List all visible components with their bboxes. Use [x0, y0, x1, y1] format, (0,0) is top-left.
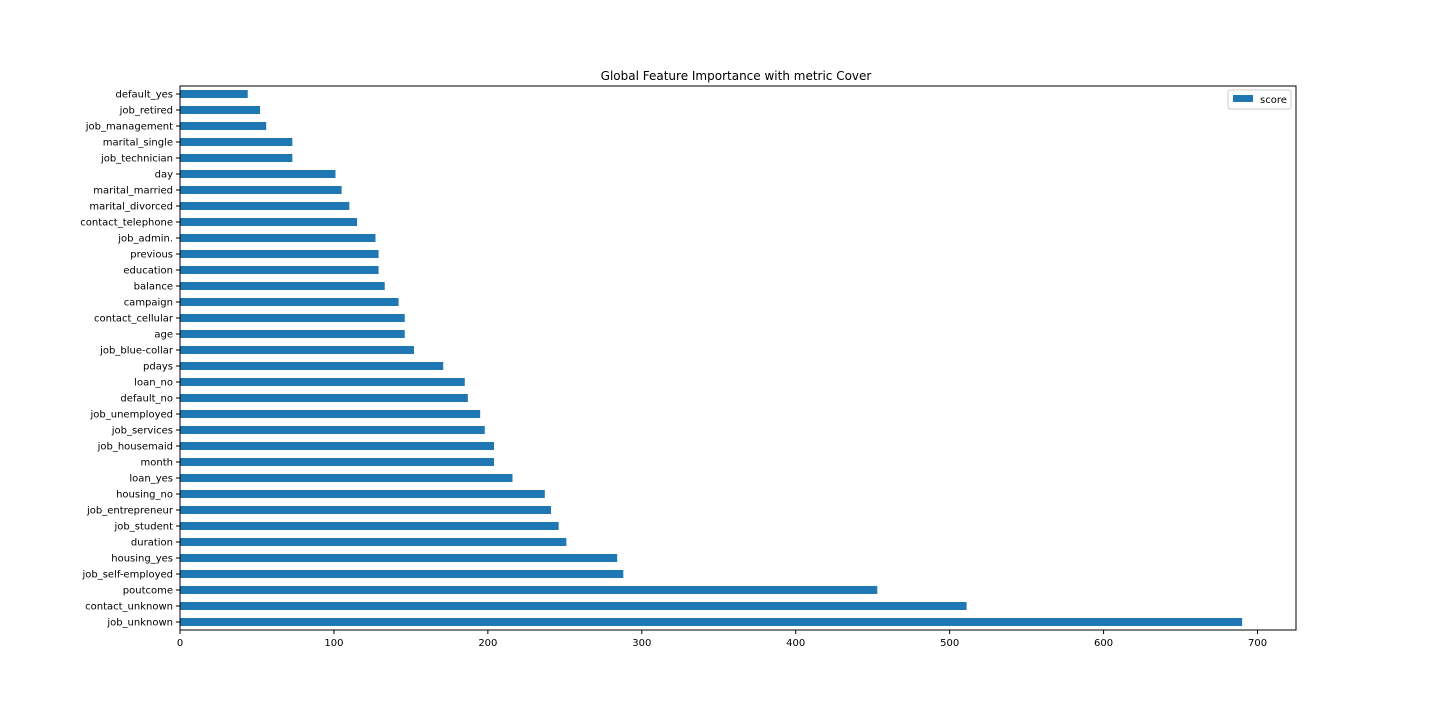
y-tick-label: day — [155, 170, 173, 181]
y-tick-label: job_student — [114, 522, 174, 533]
bar-default_yes — [180, 90, 248, 98]
bar-job_entrepreneur — [180, 506, 551, 514]
y-tick-label: job_management — [85, 122, 173, 133]
y-tick-label: job_retired — [119, 106, 173, 117]
y-tick-label: duration — [131, 538, 173, 549]
plot-area-frame — [179, 85, 1297, 631]
bar-job_unemployed — [180, 410, 481, 418]
y-tick-label: loan_yes — [129, 474, 173, 485]
bar-loan_no — [180, 378, 465, 386]
y-tick-label: pdays — [143, 362, 173, 373]
bar-education — [180, 266, 379, 274]
y-tick-label: job_entrepreneur — [86, 506, 174, 517]
bar-contact_telephone — [180, 218, 358, 226]
bar-contact_unknown — [180, 602, 967, 610]
x-tick-label: 700 — [1248, 638, 1267, 649]
legend-swatch — [1233, 95, 1253, 102]
x-tick-label: 200 — [478, 638, 497, 649]
y-tick-label: previous — [130, 250, 173, 261]
bar-default_no — [180, 394, 468, 402]
bars-layer — [180, 90, 1243, 626]
x-tick-label: 100 — [324, 638, 343, 649]
y-tick-label: job_housemaid — [97, 442, 173, 453]
bar-job_admin. — [180, 234, 376, 242]
y-tick-label: loan_no — [134, 378, 173, 389]
y-tick-label: job_unknown — [106, 618, 173, 629]
bar-campaign — [180, 298, 399, 306]
bar-job_unknown — [180, 618, 1243, 626]
x-tick-label: 0 — [177, 638, 183, 649]
chart-title: Global Feature Importance with metric Co… — [601, 69, 872, 83]
y-tick-label: job_blue-collar — [99, 346, 174, 357]
bar-pdays — [180, 362, 444, 370]
bar-month — [180, 458, 495, 466]
bar-job_retired — [180, 106, 261, 114]
y-tick-label: poutcome — [123, 586, 173, 597]
bar-marital_married — [180, 186, 342, 194]
bar-poutcome — [180, 586, 878, 594]
bar-day — [180, 170, 336, 178]
bar-job_management — [180, 122, 267, 130]
y-tick-label: marital_divorced — [89, 202, 173, 213]
y-tick-label: campaign — [124, 298, 173, 309]
bar-job_services — [180, 426, 485, 434]
bar-job_technician — [180, 154, 293, 162]
bar-age — [180, 330, 405, 338]
y-tick-label: education — [123, 266, 173, 277]
x-tick-label: 300 — [632, 638, 651, 649]
bar-housing_yes — [180, 554, 618, 562]
y-tick-label: job_self-employed — [81, 570, 173, 581]
y-tick-label: balance — [134, 282, 173, 293]
bar-marital_single — [180, 138, 293, 146]
y-tick-label: contact_cellular — [94, 314, 174, 325]
y-tick-label: month — [141, 458, 173, 469]
y-tick-label: job_unemployed — [90, 410, 173, 421]
bar-duration — [180, 538, 567, 546]
bar-job_housemaid — [180, 442, 495, 450]
x-axis-ticks: 0 100 200 300 400 500 600 700 — [177, 630, 1267, 649]
bar-previous — [180, 250, 379, 258]
bar-balance — [180, 282, 385, 290]
y-tick-label: default_no — [120, 394, 173, 405]
y-tick-label: contact_telephone — [80, 218, 173, 229]
x-tick-label: 500 — [940, 638, 959, 649]
y-tick-label: default_yes — [116, 90, 173, 101]
y-tick-label: job_admin. — [117, 234, 173, 245]
y-tick-label: housing_yes — [111, 554, 173, 565]
y-tick-label: job_technician — [100, 154, 173, 165]
x-tick-label: 400 — [786, 638, 805, 649]
legend-box — [1227, 89, 1292, 110]
bar-contact_cellular — [180, 314, 405, 322]
bar-housing_no — [180, 490, 545, 498]
y-tick-label: housing_no — [116, 490, 173, 501]
y-tick-label: marital_married — [93, 186, 173, 197]
x-tick-label: 600 — [1094, 638, 1113, 649]
y-tick-label: marital_single — [103, 138, 173, 149]
bar-marital_divorced — [180, 202, 350, 210]
legend: score — [1227, 89, 1292, 110]
y-tick-label: age — [154, 330, 173, 341]
y-tick-label: contact_unknown — [85, 602, 173, 613]
y-tick-label: job_services — [111, 426, 173, 437]
bar-job_self-employed — [180, 570, 624, 578]
bar-job_blue-collar — [180, 346, 414, 354]
bar-loan_yes — [180, 474, 513, 482]
legend-label: score — [1260, 95, 1287, 106]
bar-job_student — [180, 522, 559, 530]
y-axis-ticks: default_yes job_retired job_managementmari… — [80, 90, 180, 629]
